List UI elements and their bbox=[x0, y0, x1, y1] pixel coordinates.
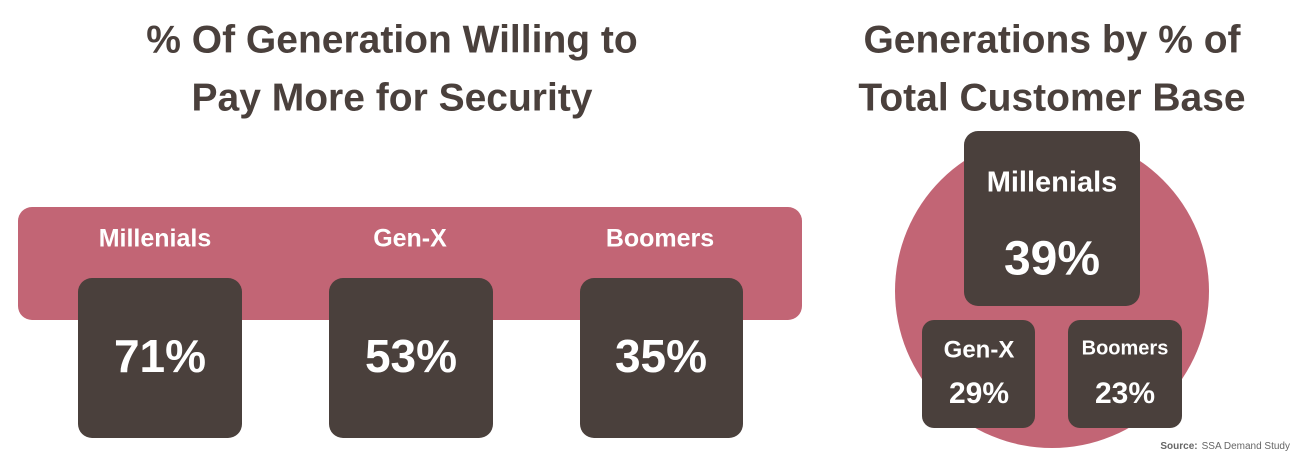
value-box bbox=[922, 320, 1035, 428]
value: 35% bbox=[615, 330, 707, 382]
source-label: Source: bbox=[1160, 441, 1197, 452]
label: Gen-X bbox=[944, 336, 1015, 363]
left-title-line: % Of Generation Willing to bbox=[146, 18, 637, 61]
label: Boomers bbox=[606, 225, 714, 253]
label: Millenials bbox=[987, 167, 1118, 199]
value-box bbox=[1068, 320, 1182, 428]
right-title-line: Generations by % of bbox=[863, 18, 1241, 61]
label: Millenials bbox=[99, 225, 212, 253]
label: Boomers bbox=[1082, 337, 1169, 359]
source: Source: SSA Demand Study bbox=[1160, 441, 1290, 452]
value: 23% bbox=[1095, 377, 1155, 410]
value: 53% bbox=[365, 330, 457, 382]
value: 71% bbox=[114, 330, 206, 382]
right-title-line: Total Customer Base bbox=[858, 76, 1245, 119]
label: Gen-X bbox=[373, 225, 447, 253]
source-text: SSA Demand Study bbox=[1202, 441, 1290, 452]
left-title-line: Pay More for Security bbox=[192, 76, 593, 119]
value-box bbox=[964, 131, 1140, 306]
value: 39% bbox=[1004, 233, 1100, 286]
value-box bbox=[78, 278, 242, 438]
value: 29% bbox=[949, 377, 1009, 410]
value-box bbox=[580, 278, 743, 438]
value-box bbox=[329, 278, 493, 438]
